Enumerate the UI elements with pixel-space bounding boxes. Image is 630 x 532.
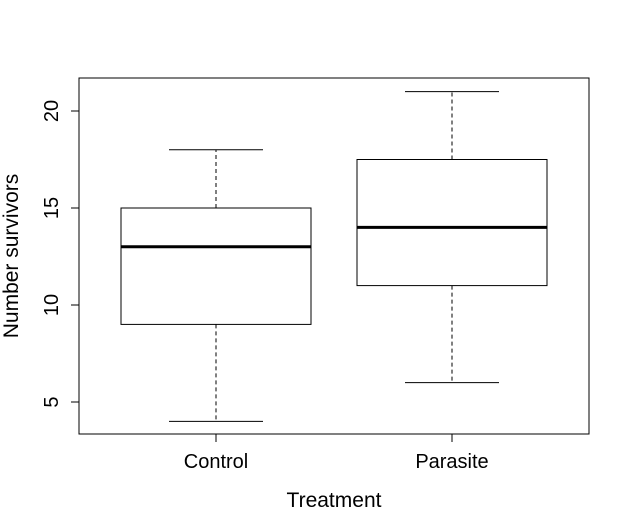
y-tick-label-10: 10 — [41, 294, 63, 316]
box-control — [120, 207, 312, 325]
box-group-parasite — [356, 91, 548, 384]
y-axis-title: Number survivors — [0, 174, 23, 339]
y-tick-label-20: 20 — [41, 100, 63, 122]
box-parasite — [356, 159, 548, 287]
box-group-control — [120, 149, 312, 422]
y-axis: 5 10 15 20 — [41, 100, 80, 408]
x-axis: Control Parasite — [184, 433, 489, 473]
boxes-layer — [120, 91, 548, 422]
x-tick-label-control: Control — [184, 451, 248, 473]
x-axis-title: Treatment — [287, 489, 382, 512]
y-tick-label-15: 15 — [41, 197, 63, 219]
y-tick-label-5: 5 — [41, 396, 63, 407]
x-tick-label-parasite: Parasite — [415, 451, 488, 473]
